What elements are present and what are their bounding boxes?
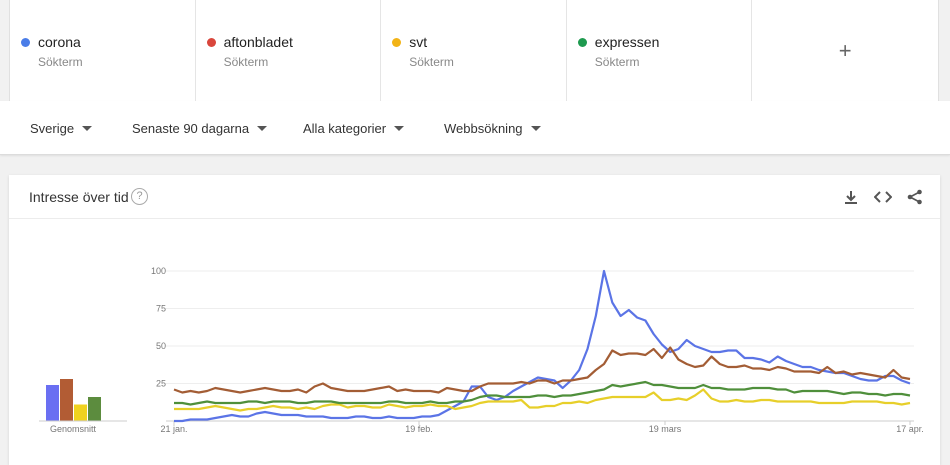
term-name[interactable]: corona — [38, 34, 81, 50]
term-color-dot — [577, 38, 587, 47]
region-dropdown[interactable]: Sverige — [30, 121, 93, 136]
series-lines — [173, 269, 911, 423]
term-type-label: Sökterm — [409, 55, 454, 69]
y-tick-label: 25 — [156, 379, 166, 389]
x-tick-label: 19 feb. — [405, 424, 433, 434]
y-tick-label: 75 — [156, 304, 166, 314]
term-name[interactable]: svt — [409, 34, 428, 50]
share-icon[interactable] — [905, 187, 925, 207]
caret-down-icon — [530, 126, 541, 131]
series-line-corona — [174, 269, 911, 423]
region-label: Sverige — [30, 121, 75, 136]
category-dropdown[interactable]: Alla kategorier — [303, 121, 405, 136]
search-type-label: Webbsökning — [444, 121, 523, 136]
gridlines — [166, 270, 914, 425]
term-color-dot — [392, 38, 402, 47]
period-label: Senaste 90 dagarna — [132, 121, 250, 136]
card-title: Intresse över tid — [29, 189, 129, 205]
term-type-label: Sökterm — [38, 55, 83, 69]
term-name[interactable]: aftonbladet — [223, 34, 293, 50]
average-bars — [39, 379, 127, 422]
average-bar-corona — [46, 385, 59, 421]
x-tick-label: 17 apr. — [896, 424, 924, 434]
term-color-dot — [21, 38, 30, 47]
interest-chart: 100 75 50 25 21 jan. 19 feb. 19 mars 17 apr. Gen… — [39, 266, 924, 434]
category-label: Alla kategorier — [303, 121, 387, 136]
period-dropdown[interactable]: Senaste 90 dagarna — [132, 121, 268, 136]
help-icon[interactable]: ? — [131, 188, 148, 205]
y-tick-label: 100 — [151, 266, 166, 276]
average-bar-svt — [74, 404, 87, 421]
term-type-label: Sökterm — [594, 55, 640, 69]
average-bar-aftonbladet — [60, 379, 73, 421]
term-name[interactable]: expressen — [594, 34, 660, 50]
average-label: Genomsnitt — [50, 424, 97, 434]
embed-code-icon[interactable] — [873, 187, 893, 207]
caret-down-icon — [82, 126, 93, 131]
series-line-aftonbladet — [173, 346, 911, 394]
term-card-2[interactable]: svt Sökterm — [381, 0, 567, 101]
y-tick-label: 50 — [156, 341, 166, 351]
x-tick-label: 21 jan. — [160, 424, 187, 434]
filter-bar: Sverige Senaste 90 dagarna Alla kategori… — [0, 101, 950, 155]
caret-down-icon — [257, 126, 268, 131]
term-card-0[interactable]: corona Sökterm — [10, 0, 196, 101]
term-card-1[interactable]: aftonbladet Sökterm — [196, 0, 382, 101]
term-color-dot — [206, 38, 216, 47]
axis-labels: 100 75 50 25 21 jan. 19 feb. 19 mars 17 apr. Gen… — [50, 266, 924, 434]
x-tick-label: 19 mars — [649, 424, 682, 434]
card-header: Intresse över tid ? — [9, 175, 940, 219]
add-term-button[interactable]: + — [752, 0, 938, 101]
search-terms-bar: corona Sökterm aftonbladet Sökterm svt S… — [9, 0, 939, 101]
term-type-label: Sökterm — [223, 55, 269, 69]
average-bar-expressen — [88, 397, 101, 421]
caret-down-icon — [394, 126, 405, 131]
download-icon[interactable] — [841, 187, 861, 207]
search-type-dropdown[interactable]: Webbsökning — [444, 121, 541, 136]
plus-icon: + — [838, 37, 852, 63]
term-card-3[interactable]: expressen Sökterm — [567, 0, 753, 101]
series-line-expressen — [174, 380, 911, 406]
interest-over-time-card: Intresse över tid ? 100 75 50 25 21 ja — [9, 175, 940, 465]
series-line-svt — [174, 388, 911, 412]
